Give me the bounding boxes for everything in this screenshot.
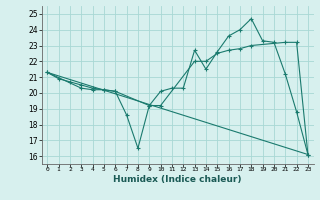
X-axis label: Humidex (Indice chaleur): Humidex (Indice chaleur): [113, 175, 242, 184]
